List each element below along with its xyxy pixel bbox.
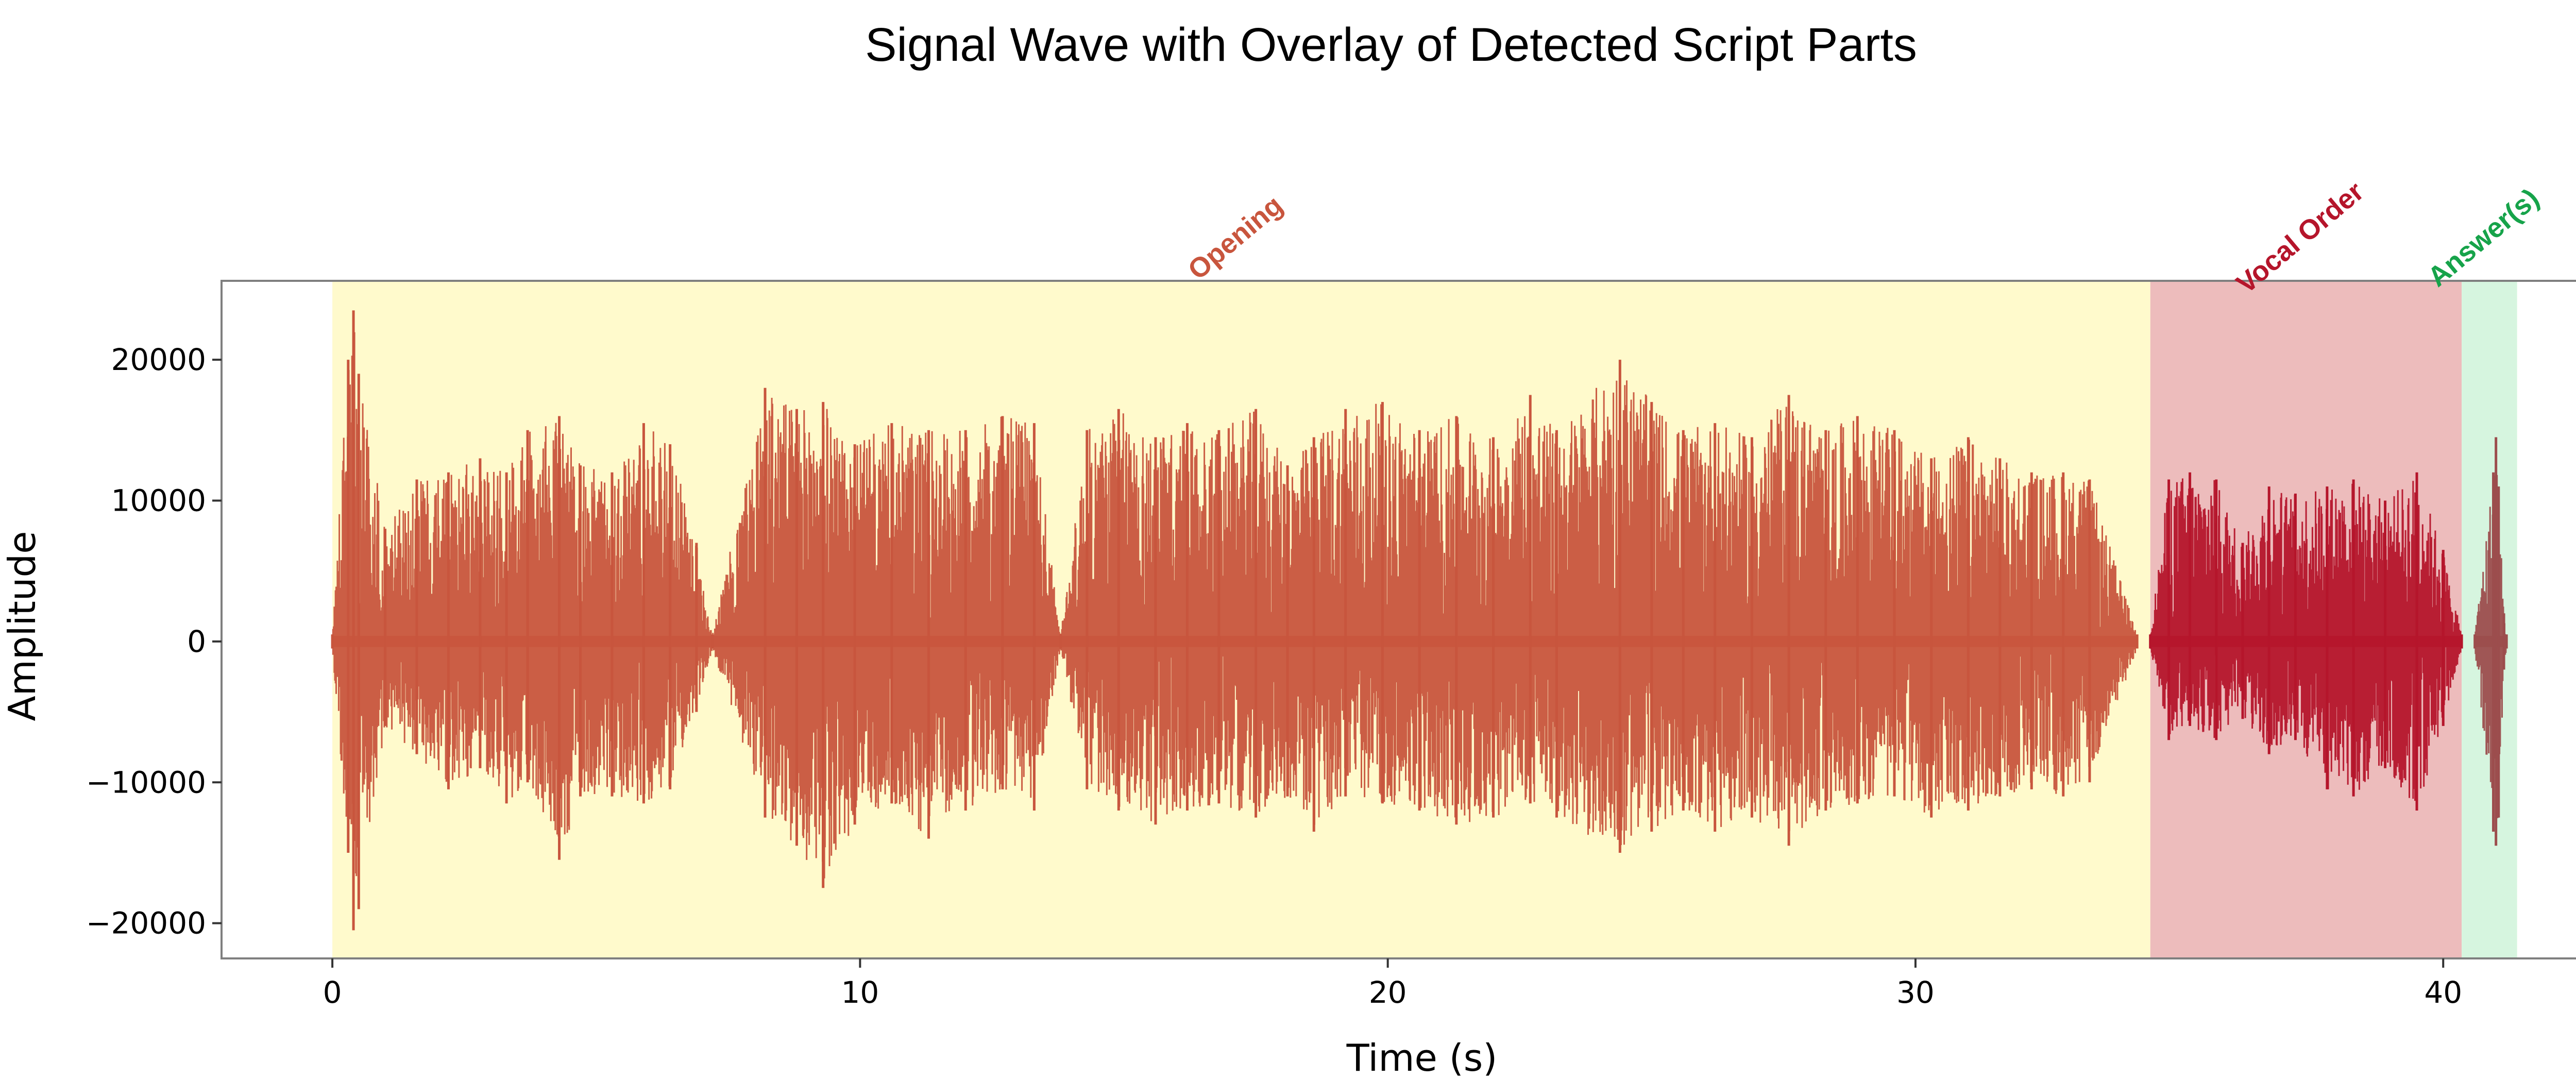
segment-label-answer-s: Answer(s) [2422,182,2545,293]
waveform-series-vocal-order [2149,472,2463,811]
x-tick-label: 40 [2424,975,2462,1010]
y-tick-label: 0 [187,624,206,659]
x-tick-label: 20 [1369,975,1407,1010]
plot-frame [221,280,2576,959]
y-axis-label: Amplitude [1,531,44,721]
x-axis-label: Time (s) [1346,1036,1498,1079]
waveform-layer [331,310,2508,931]
y-tick-label: −20000 [86,906,206,941]
chart-title: Signal Wave with Overlay of Detected Scr… [865,19,1917,71]
x-tick-label: 30 [1896,975,1935,1010]
waveform-series-opening [331,310,2139,931]
segment-label-opening: Opening [1182,190,1289,286]
y-tick-label: 10000 [111,483,206,518]
waveform-series-answer-s [2473,437,2508,846]
y-axis-ticks: 20000 10000 0 −10000 −20000 [86,342,222,941]
y-tick-label: −10000 [86,765,206,800]
y-tick-label: 20000 [111,342,206,377]
x-tick-label: 10 [841,975,879,1010]
x-tick-label: 0 [323,975,342,1010]
x-axis-ticks: 0 10 20 30 40 [323,958,2462,1010]
